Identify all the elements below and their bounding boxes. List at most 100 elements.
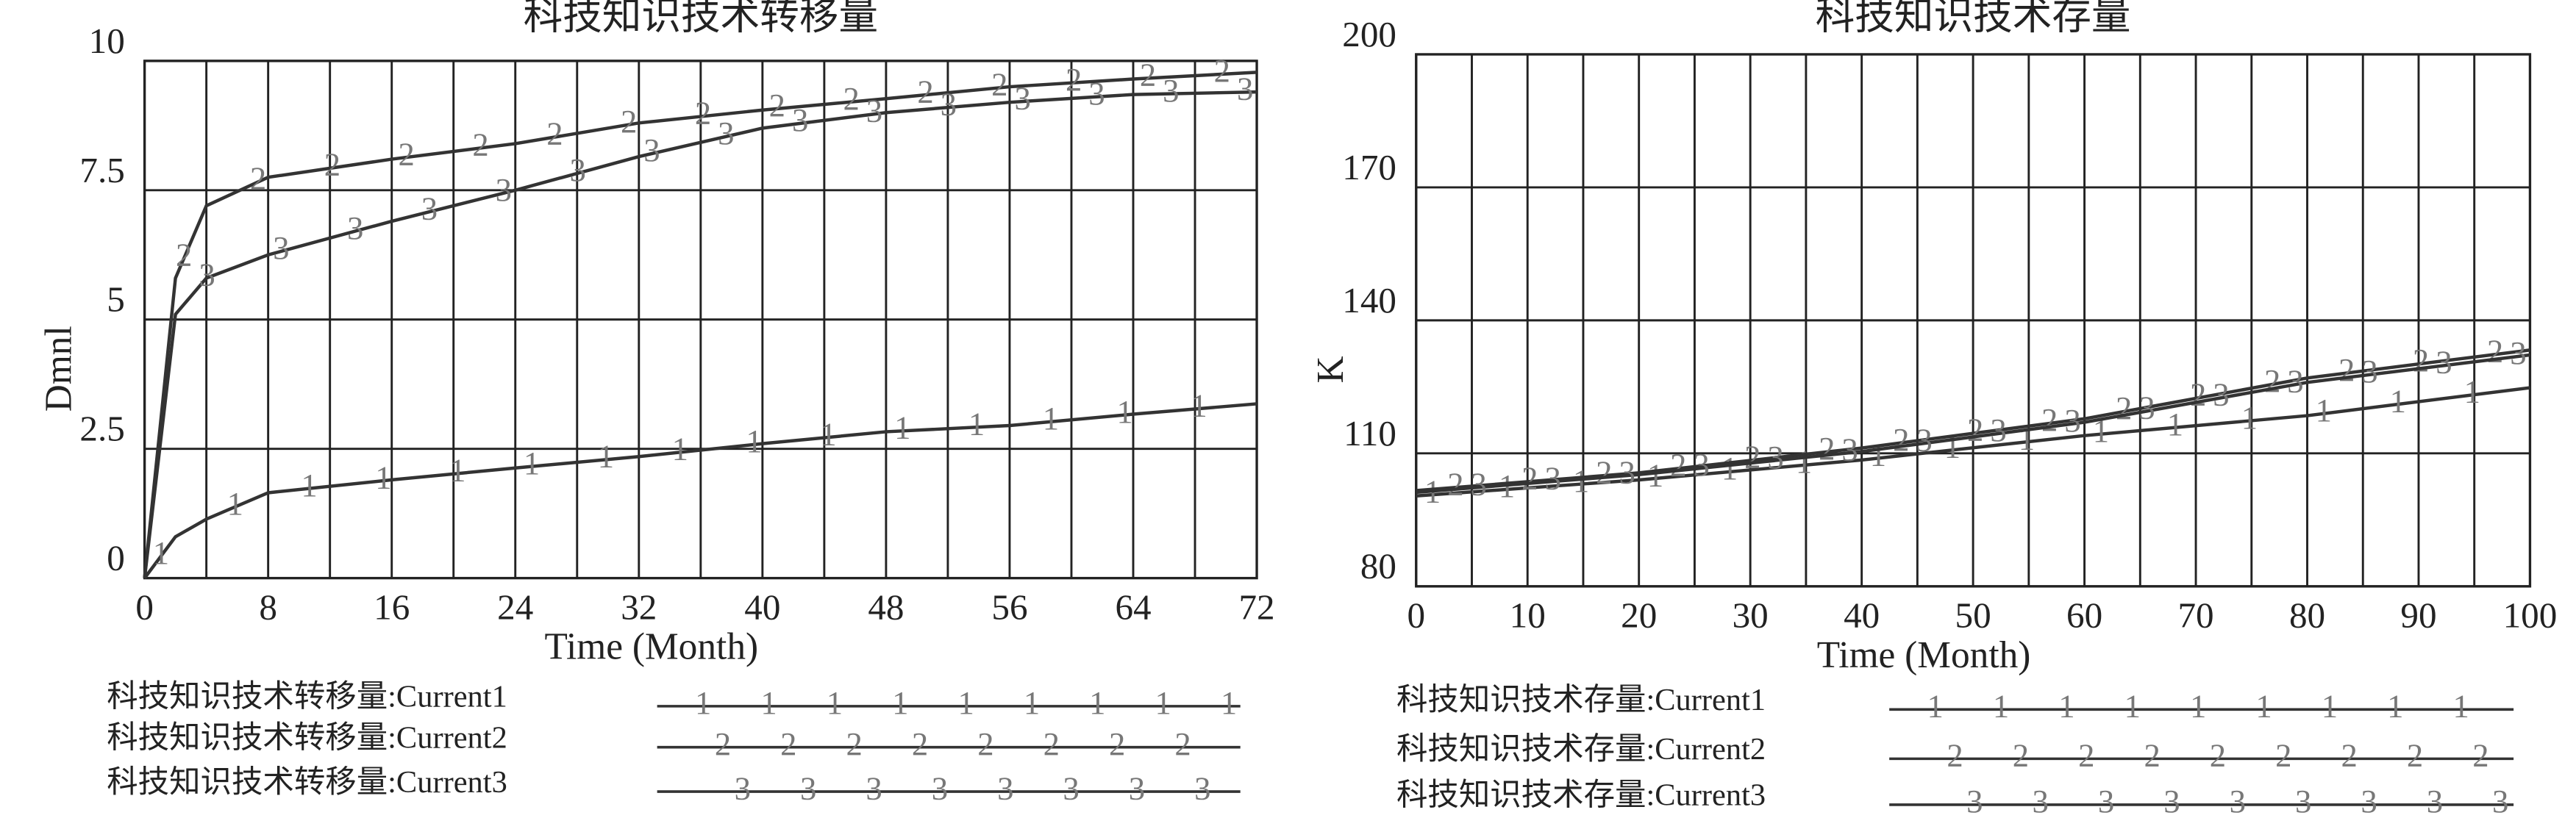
legend-marker: 2: [2144, 737, 2160, 774]
series-marker: 1: [2241, 399, 2258, 436]
legend-marker: 2: [2078, 737, 2094, 774]
chart-title: 科技知识技术存量: [1816, 0, 2131, 37]
legend-marker: 3: [866, 769, 882, 806]
series-marker: 3: [2138, 390, 2155, 426]
series-marker: 3: [569, 151, 585, 188]
series-marker: 3: [1841, 431, 1858, 467]
series-line: [143, 71, 1257, 578]
series-marker: 2: [1893, 421, 1909, 458]
series-marker: 1: [524, 445, 540, 481]
series-marker: 1: [968, 406, 985, 442]
x-tick-label: 30: [1733, 595, 1769, 636]
series-marker: 1: [1796, 443, 1812, 480]
legend-marker: 2: [912, 725, 928, 762]
x-tick-label: 16: [374, 587, 410, 628]
legend-marker: 1: [760, 684, 777, 721]
x-tick-label: 40: [1844, 595, 1880, 636]
series-marker: 2: [1066, 61, 1082, 98]
series-marker: 3: [2287, 362, 2303, 399]
legend-marker: 1: [892, 684, 908, 721]
legend-marker: 1: [2190, 688, 2206, 725]
series-marker: 1: [672, 431, 688, 467]
legend-marker: 1: [1221, 684, 1237, 721]
series-marker: 2: [2487, 332, 2503, 369]
series-marker: 2: [1670, 447, 1686, 484]
series-marker: 2: [1819, 430, 1835, 467]
series-marker: 1: [153, 534, 169, 571]
series-marker: 3: [1014, 79, 1030, 116]
legend-marker: 1: [2058, 688, 2074, 725]
legend-marker: 1: [827, 684, 843, 721]
x-tick-label: 48: [868, 587, 904, 628]
x-tick-label: 70: [2177, 595, 2213, 636]
series-marker: 2: [1447, 465, 1463, 502]
legend-marker: 3: [2230, 783, 2246, 818]
series-marker: 1: [746, 423, 762, 459]
y-tick-label: 5: [107, 279, 125, 320]
series-marker: 3: [1088, 75, 1105, 112]
legend-marker: 1: [1993, 688, 2009, 725]
legend-marker: 3: [2098, 783, 2114, 818]
series-marker: 2: [2338, 351, 2355, 388]
legend-marker: 3: [1129, 769, 1145, 806]
series-marker: 2: [695, 94, 711, 131]
y-tick-label: 170: [1342, 147, 1396, 187]
series-marker: 2: [2190, 376, 2206, 413]
series-marker: 2: [1967, 412, 1983, 448]
x-tick-label: 0: [1407, 595, 1425, 636]
series-marker: 2: [843, 80, 860, 117]
legend-marker: 1: [2387, 688, 2403, 725]
legend-marker: 1: [957, 684, 974, 721]
series-marker: 1: [2167, 406, 2183, 442]
legend-marker: 1: [2124, 688, 2141, 725]
series-marker: 3: [2510, 334, 2526, 371]
series-marker: 3: [1990, 412, 2006, 448]
series-marker: 2: [1744, 438, 1760, 475]
x-axis-label: Time (Month): [544, 626, 758, 668]
series-marker: 3: [866, 93, 882, 129]
series-marker: 3: [1767, 439, 1783, 476]
legend-marker: 2: [2275, 737, 2291, 774]
plot-frame: [1415, 53, 2532, 588]
legend-marker: 3: [2033, 783, 2049, 818]
series-marker: 3: [2213, 376, 2229, 413]
series-marker: 1: [598, 438, 614, 475]
series-marker: 3: [1693, 446, 1709, 483]
series-marker: 1: [820, 415, 836, 452]
legend-marker: 1: [1089, 684, 1105, 721]
y-tick-label: 10: [89, 21, 125, 61]
series-marker: 1: [2390, 382, 2406, 419]
series-marker: 2: [621, 103, 637, 140]
series-marker: 3: [643, 132, 660, 168]
y-tick-label: 0: [107, 538, 125, 578]
series-marker: 3: [2064, 402, 2080, 439]
series-marker: 2: [1140, 57, 1156, 93]
series-marker: 1: [301, 467, 317, 503]
series-marker: 2: [1214, 52, 1230, 89]
series-marker: 2: [546, 115, 563, 152]
series-marker: 3: [1237, 71, 1253, 107]
series-marker: 3: [496, 171, 512, 208]
legend-marker: 2: [2407, 737, 2423, 774]
series-marker: 2: [1596, 453, 1612, 490]
legend-marker: 2: [2341, 737, 2358, 774]
series-marker: 1: [227, 485, 243, 522]
legend-marker: 2: [1947, 737, 1963, 774]
x-tick-label: 100: [2503, 595, 2558, 636]
legend-marker: 2: [715, 725, 731, 762]
plot-frame: [143, 60, 1258, 580]
series-marker: 1: [2464, 373, 2480, 410]
series-marker: 1: [2316, 392, 2332, 428]
series-marker: 3: [2436, 344, 2452, 381]
series-marker: 1: [449, 452, 465, 489]
series-marker: 2: [2264, 362, 2280, 399]
series-marker: 3: [1544, 459, 1560, 496]
x-tick-label: 24: [497, 587, 533, 628]
x-tick-label: 8: [259, 587, 277, 628]
legend-marker: 2: [846, 725, 863, 762]
x-tick-label: 32: [621, 587, 657, 628]
y-tick-label: 2.5: [79, 409, 124, 449]
legend-marker: 2: [780, 725, 796, 762]
series-marker: 1: [1647, 456, 1663, 493]
